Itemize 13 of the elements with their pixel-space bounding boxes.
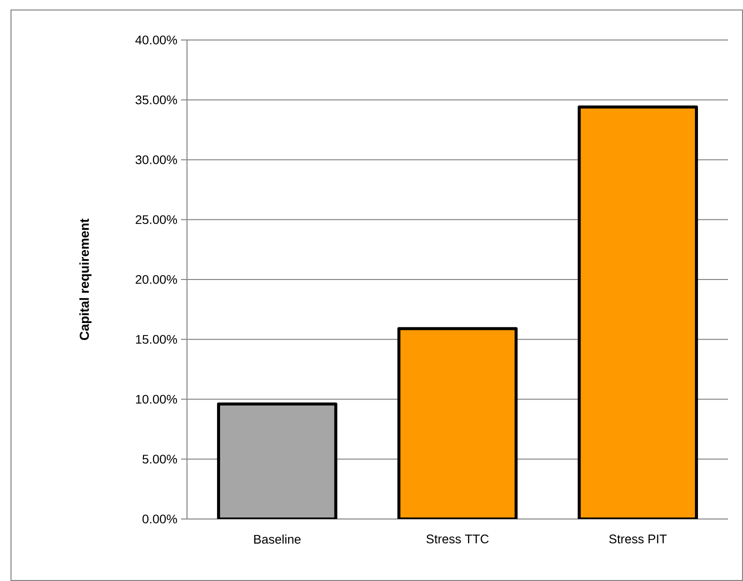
y-tick-label: 30.00% <box>136 155 178 164</box>
y-tick-label: 20.00% <box>136 275 178 284</box>
y-tick-label: 10.00% <box>136 394 178 404</box>
y-tick-label: 25.00% <box>136 215 178 224</box>
x-tick-label: Baseline <box>254 534 301 544</box>
y-tick-label: 35.00% <box>136 95 178 104</box>
y-tick-label: 5.00% <box>142 454 178 464</box>
y-tick-label: 15.00% <box>136 334 178 344</box>
y-tick-label: 40.00% <box>135 36 178 44</box>
y-axis-title: Capital requirement <box>79 218 92 340</box>
x-tick-label: Stress PIT <box>609 534 667 544</box>
y-tick-label: 0.00% <box>142 514 178 524</box>
x-tick-label: Stress TTC <box>426 534 489 544</box>
